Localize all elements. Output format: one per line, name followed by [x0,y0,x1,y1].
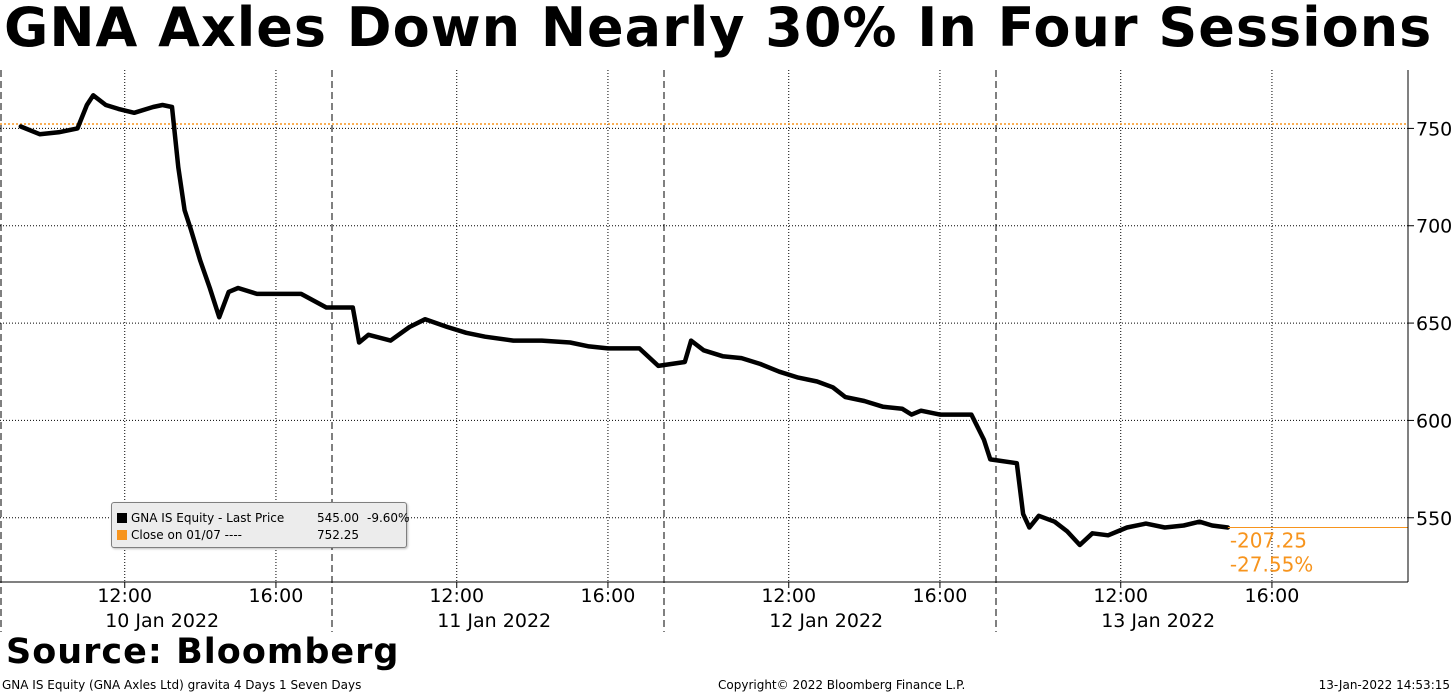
legend-item-prior-close: Close on 01/07 ---- 752.25 [117,528,359,542]
x-tick-label: 12:00 [761,585,816,607]
axes: 550 600 650 700 750 12:00 16:00 10 Jan 2022 12:0… [0,70,1452,632]
y-tick-label: 600 [1416,410,1452,432]
y-tick-label: 650 [1416,313,1452,335]
source-label: Source: Bloomberg [6,632,400,672]
grid [0,70,1408,632]
chart-title: GNA Axles Down Nearly 30% In Four Sessio… [4,0,1433,59]
x-tick-label: 12:00 [1093,585,1148,607]
change-pct-annotation: -27.55% [1230,552,1313,576]
footer-copyright: Copyright© 2022 Bloomberg Finance L.P. [718,678,966,692]
day-label: 12 Jan 2022 [769,610,883,632]
legend-value: 545.00 [317,511,359,525]
y-tick-label: 550 [1416,508,1452,530]
day-label: 10 Jan 2022 [105,610,219,632]
legend-pct: -9.60% [367,511,410,525]
series-layer: -207.25-27.55% [18,93,1408,576]
x-tick-label: 16:00 [913,585,968,607]
legend-label: GNA IS Equity - Last Price [131,511,285,525]
legend-swatch-prior-close [117,530,127,540]
x-tick-label: 16:00 [249,585,304,607]
x-tick-label: 12:00 [429,585,484,607]
x-tick-label: 12:00 [97,585,152,607]
y-tick-label: 750 [1416,118,1452,140]
day-label: 11 Jan 2022 [437,610,551,632]
legend-swatch-last-price [117,513,127,523]
change-annotation: -207.25 [1230,528,1307,552]
x-tick-label: 16:00 [581,585,636,607]
footer-ticker-info: GNA IS Equity (GNA Axles Ltd) gravita 4 … [2,678,362,692]
legend-item-last-price: GNA IS Equity - Last Price 545.00 -9.60% [117,511,409,525]
footer-timestamp: 13-Jan-2022 14:53:15 [1318,678,1450,692]
x-tick-label: 16:00 [1245,585,1300,607]
legend-label: Close on 01/07 ---- [131,528,242,542]
price-line [18,93,1231,548]
legend-value: 752.25 [317,528,359,542]
y-tick-label: 700 [1416,216,1452,238]
day-label: 13 Jan 2022 [1101,610,1215,632]
legend: GNA IS Equity - Last Price 545.00 -9.60%… [111,502,409,548]
